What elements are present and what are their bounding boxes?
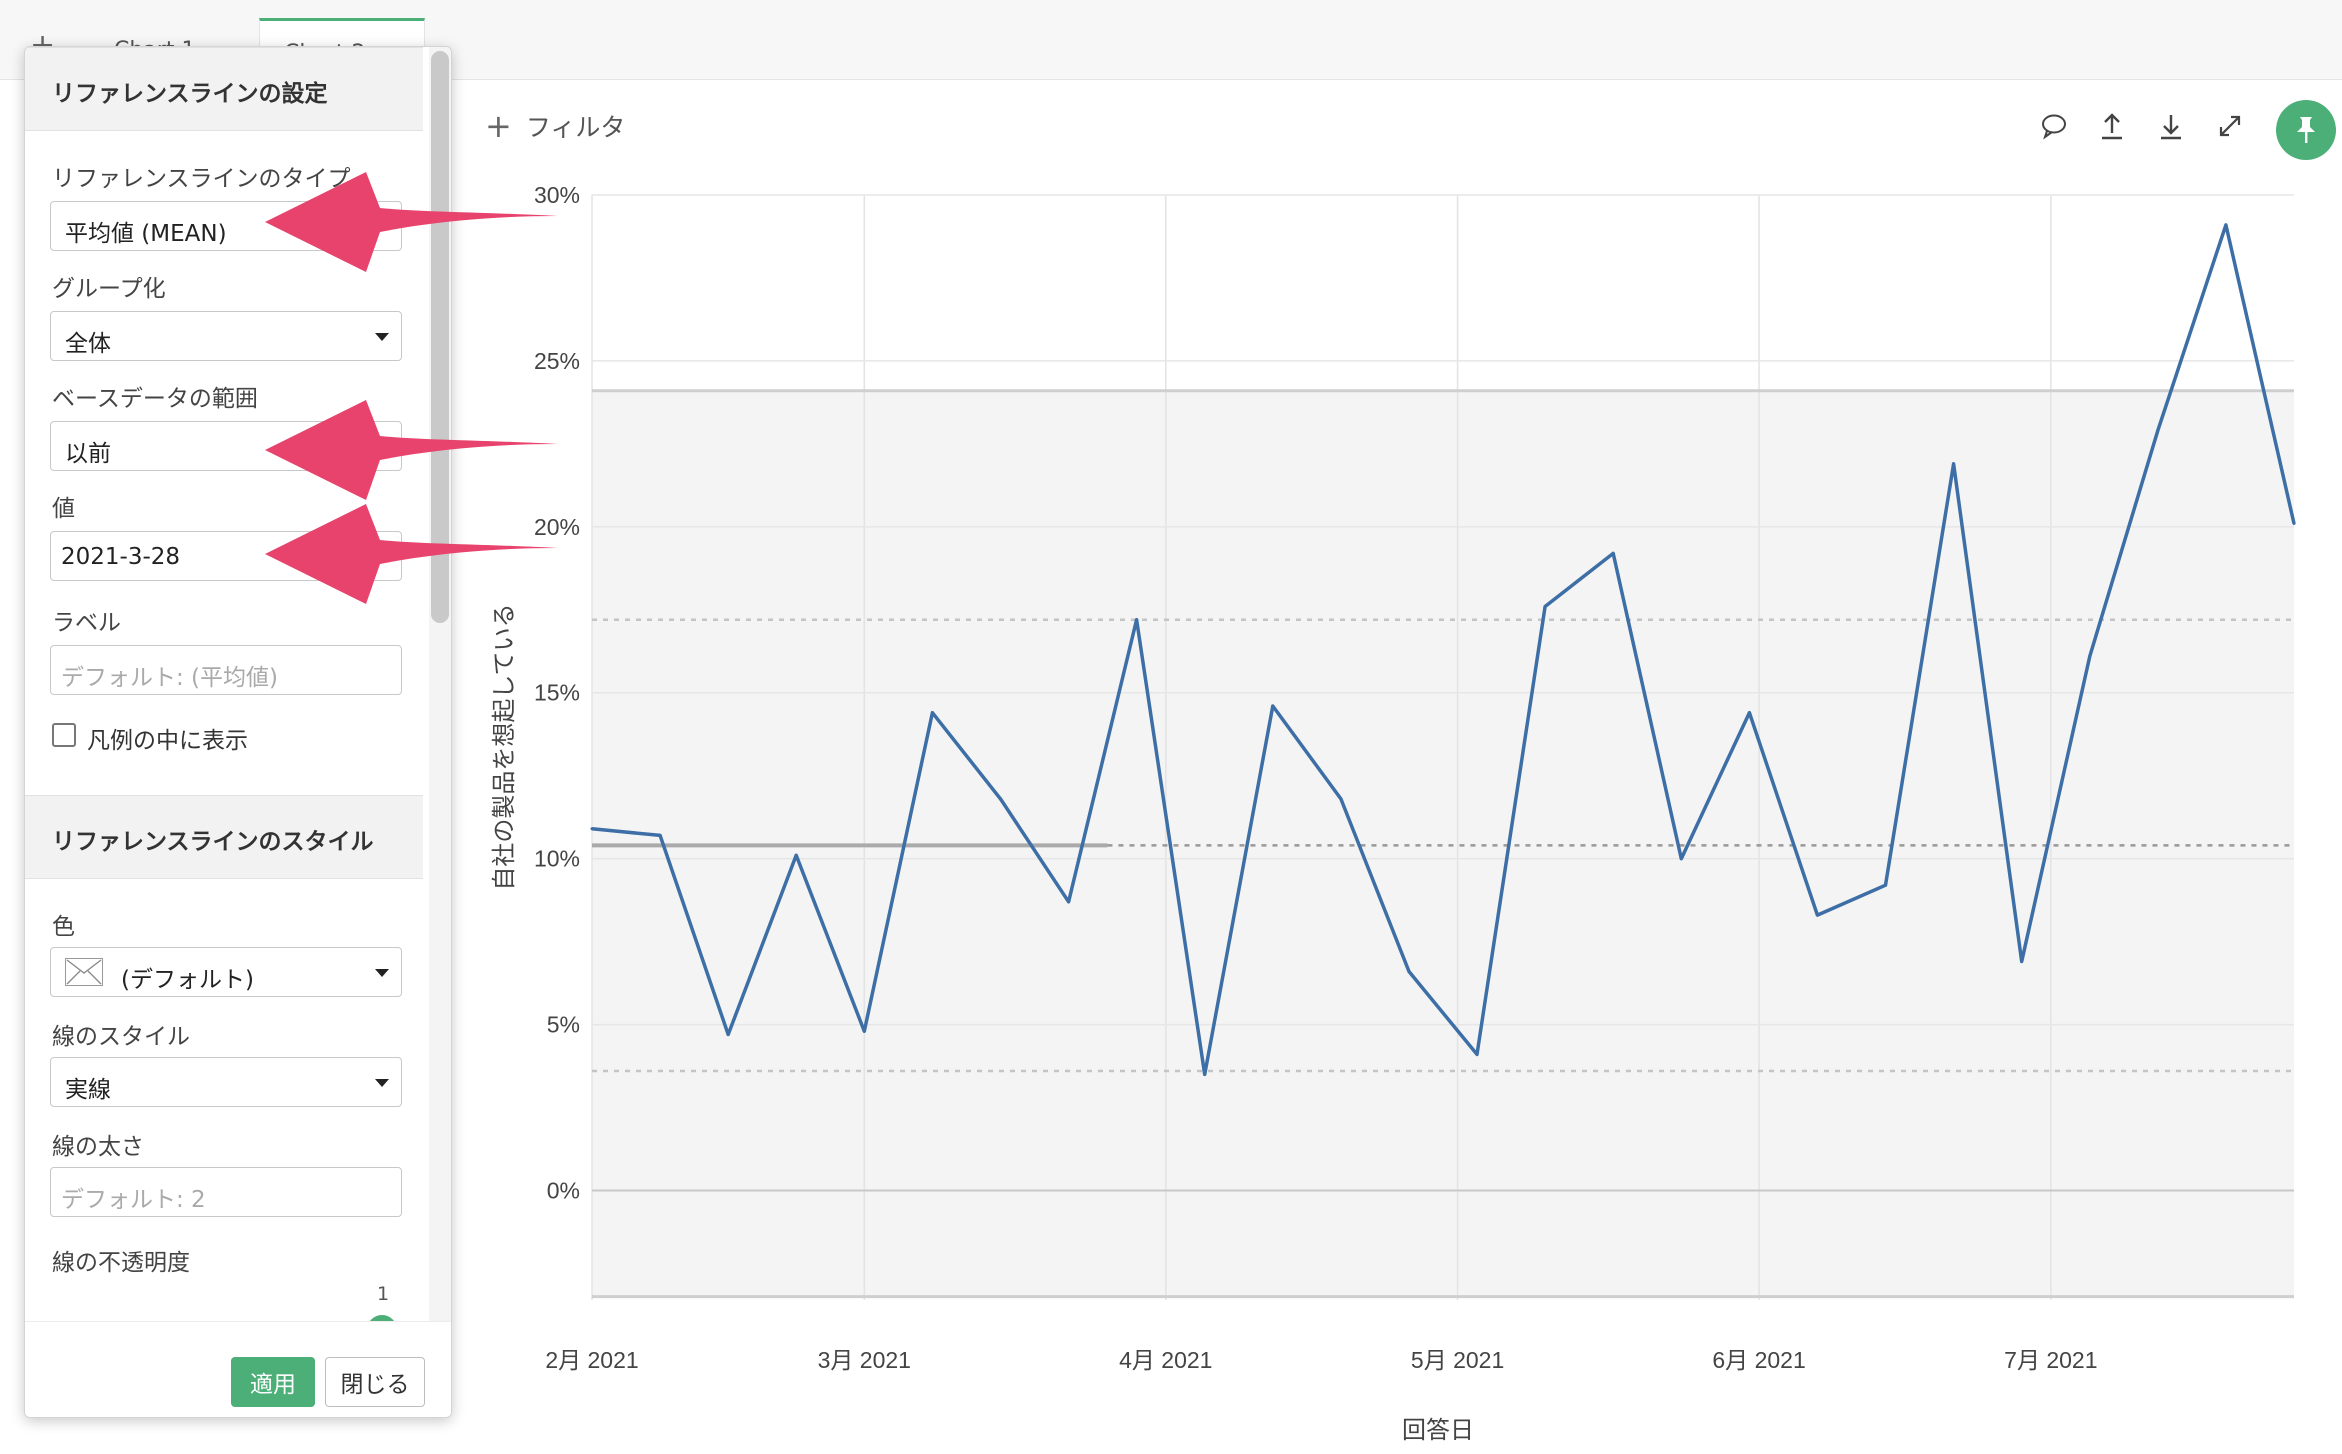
ref-label-input[interactable]: デフォルト: (平均値): [50, 645, 402, 695]
pin-button[interactable]: [2276, 100, 2336, 160]
data-point: [862, 1029, 866, 1033]
x-tick-label: 6月 2021: [1712, 1347, 1805, 1373]
panel-scrollbar-thumb[interactable]: [431, 51, 449, 623]
x-tick-label: 5月 2021: [1411, 1347, 1504, 1373]
line-style-value: 実線: [65, 1077, 111, 1103]
x-tick-label: 4月 2021: [1119, 1347, 1212, 1373]
x-axis-title: 回答日: [1402, 1416, 1474, 1444]
group-label: グループ化: [52, 276, 166, 302]
chevron-down-icon: [375, 223, 389, 231]
data-point: [1815, 913, 1819, 917]
data-point: [1067, 900, 1071, 904]
x-tick-label: 3月 2021: [818, 1347, 911, 1373]
reference-line-settings-panel: リファレンスラインの設定 リファレンスラインのタイプ 平均値 (MEAN) グル…: [24, 46, 452, 1418]
data-point: [726, 1033, 730, 1037]
color-select[interactable]: (デフォルト): [50, 947, 402, 997]
opacity-slider-handle[interactable]: [367, 1315, 397, 1321]
data-point: [1611, 551, 1615, 555]
data-point: [1747, 711, 1751, 715]
panel-scroll-area[interactable]: リファレンスラインの設定 リファレンスラインのタイプ 平均値 (MEAN) グル…: [25, 47, 423, 1321]
data-point: [1952, 462, 1956, 466]
data-point: [658, 833, 662, 837]
ref-label-label: ラベル: [52, 610, 121, 636]
data-point: [794, 853, 798, 857]
data-point: [590, 827, 594, 831]
plus-icon: +: [485, 107, 512, 145]
base-range-select[interactable]: 以前: [50, 421, 402, 471]
section-title-settings: リファレンスラインの設定: [25, 47, 423, 131]
opacity-label: 線の不透明度: [52, 1250, 190, 1276]
color-label: 色: [52, 914, 75, 940]
value-label: 値: [52, 496, 75, 522]
line-width-input[interactable]: デフォルト: 2: [50, 1167, 402, 1217]
y-tick-label: 25%: [534, 348, 580, 374]
data-point: [2156, 429, 2160, 433]
download-icon[interactable]: [2153, 108, 2189, 144]
data-point: [998, 797, 1002, 801]
expand-icon[interactable]: [2212, 108, 2248, 144]
data-point: [1271, 704, 1275, 708]
group-select[interactable]: 全体: [50, 311, 402, 361]
chevron-down-icon: [375, 969, 389, 977]
data-point: [1679, 857, 1683, 861]
group-select-value: 全体: [65, 331, 111, 357]
y-axis-title: 自社の製品を想起している: [490, 603, 518, 890]
line-width-label: 線の太さ: [52, 1134, 144, 1160]
x-tick-label: 2月 2021: [545, 1347, 638, 1373]
section-title-style: リファレンスラインのスタイル: [25, 795, 423, 879]
data-point: [2292, 522, 2296, 526]
chevron-down-icon: [375, 443, 389, 451]
type-select-value: 平均値 (MEAN): [65, 221, 227, 247]
apply-button[interactable]: 適用: [231, 1357, 315, 1407]
line-style-label: 線のスタイル: [52, 1024, 190, 1050]
type-label: リファレンスラインのタイプ: [52, 166, 351, 192]
close-button[interactable]: 閉じる: [325, 1357, 425, 1407]
chevron-down-icon: [375, 333, 389, 341]
x-tick-label: 7月 2021: [2004, 1347, 2097, 1373]
y-tick-label: 30%: [534, 182, 580, 208]
value-input[interactable]: 2021-3-28: [50, 531, 402, 581]
filter-label: フィルタ: [525, 113, 626, 142]
upload-icon[interactable]: [2094, 108, 2130, 144]
pin-icon: [2297, 117, 2315, 143]
data-point: [2020, 960, 2024, 964]
y-tick-label: 0%: [547, 1177, 580, 1203]
data-point: [1884, 883, 1888, 887]
legend-checkbox[interactable]: [52, 723, 76, 747]
data-point: [1407, 969, 1411, 973]
y-tick-label: 15%: [534, 680, 580, 706]
opacity-value: 1: [377, 1283, 390, 1305]
data-point: [1135, 618, 1139, 622]
data-point: [1543, 604, 1547, 608]
data-point: [2224, 223, 2228, 227]
color-swatch-icon: [65, 958, 103, 986]
data-point: [930, 711, 934, 715]
data-point: [1339, 797, 1343, 801]
comment-icon[interactable]: [2036, 108, 2072, 144]
y-tick-label: 5%: [547, 1012, 580, 1038]
line-style-select[interactable]: 実線: [50, 1057, 402, 1107]
data-point: [2088, 654, 2092, 658]
base-range-label: ベースデータの範囲: [52, 386, 258, 412]
legend-checkbox-label: 凡例の中に表示: [87, 728, 248, 754]
data-point: [1203, 1072, 1207, 1076]
type-select[interactable]: 平均値 (MEAN): [50, 201, 402, 251]
series-line: [591, 223, 2296, 1077]
color-select-value: (デフォルト): [121, 967, 254, 993]
data-point: [1475, 1052, 1479, 1056]
y-tick-label: 20%: [534, 514, 580, 540]
filter-button[interactable]: + フィルタ: [485, 108, 625, 144]
y-tick-label: 10%: [534, 846, 580, 872]
chevron-down-icon: [375, 1079, 389, 1087]
base-range-value: 以前: [65, 441, 111, 467]
